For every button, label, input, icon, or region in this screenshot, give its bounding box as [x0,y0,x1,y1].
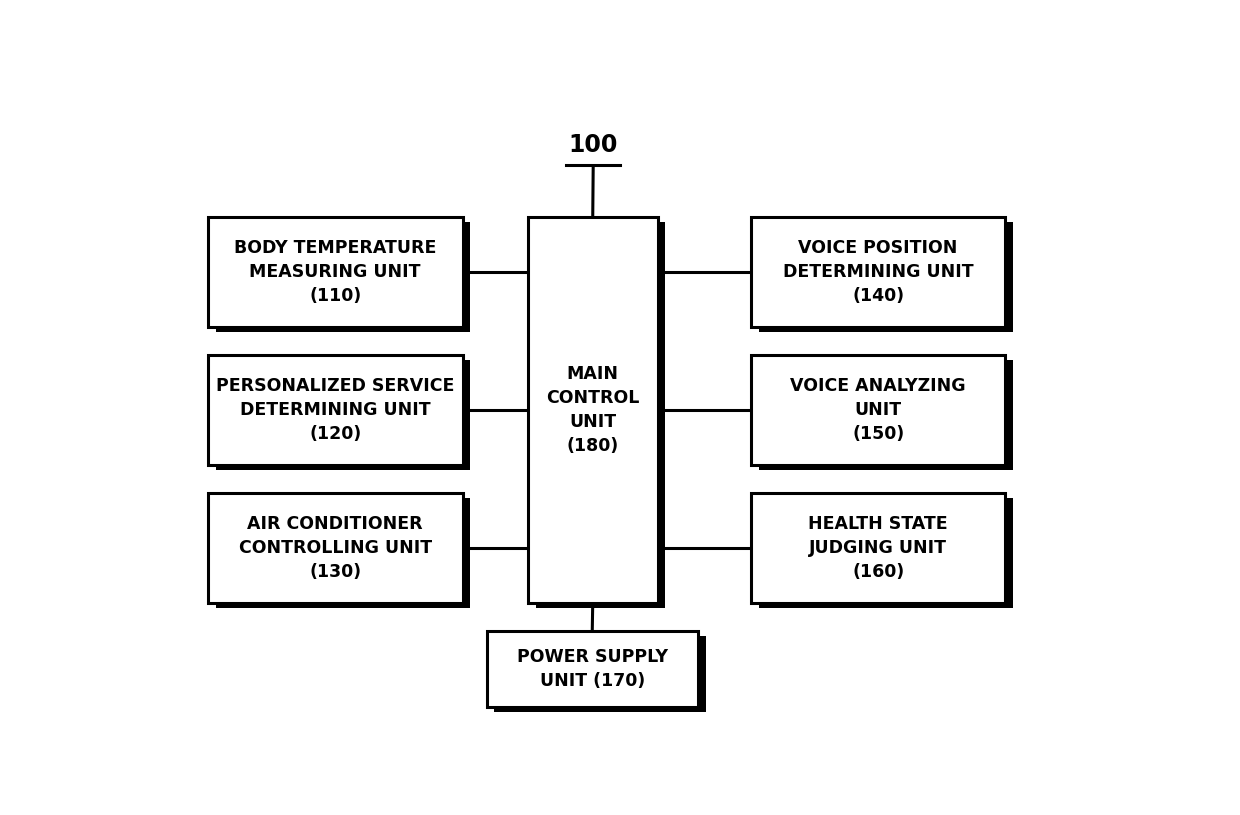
Text: POWER SUPPLY
UNIT (170): POWER SUPPLY UNIT (170) [517,648,668,690]
Text: HEALTH STATE
JUDGING UNIT
(160): HEALTH STATE JUDGING UNIT (160) [808,515,947,581]
Bar [216,360,470,470]
Text: VOICE ANALYZING
UNIT
(150): VOICE ANALYZING UNIT (150) [790,377,966,443]
Bar [208,493,463,603]
Text: MAIN
CONTROL
UNIT
(180): MAIN CONTROL UNIT (180) [546,364,640,456]
Bar [759,360,1013,470]
Text: BODY TEMPERATURE
MEASURING UNIT
(110): BODY TEMPERATURE MEASURING UNIT (110) [234,239,436,306]
Bar [216,498,470,608]
Bar [759,222,1013,332]
Bar [528,217,657,603]
Bar [486,631,698,707]
Bar [216,222,470,332]
Bar [536,222,666,608]
Text: VOICE POSITION
DETERMINING UNIT
(140): VOICE POSITION DETERMINING UNIT (140) [782,239,973,306]
Text: 100: 100 [568,133,618,156]
Bar [751,355,1006,465]
Bar [495,637,706,711]
Bar [751,493,1006,603]
Bar [751,217,1006,327]
Text: PERSONALIZED SERVICE
DETERMINING UNIT
(120): PERSONALIZED SERVICE DETERMINING UNIT (1… [216,377,454,443]
Bar [208,355,463,465]
Bar [208,217,463,327]
Bar [759,498,1013,608]
Text: AIR CONDITIONER
CONTROLLING UNIT
(130): AIR CONDITIONER CONTROLLING UNIT (130) [238,515,432,581]
